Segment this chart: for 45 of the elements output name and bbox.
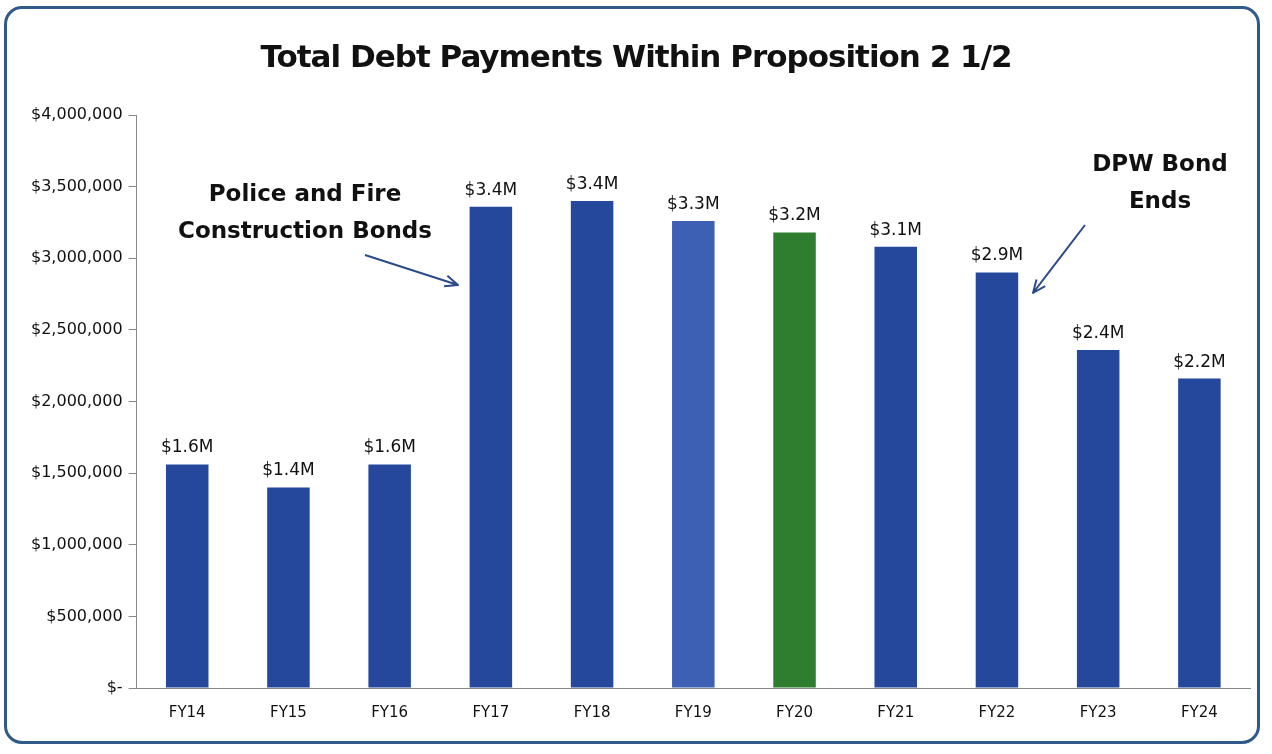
data-label: $1.4M [262, 459, 315, 480]
annotation: DPW Bond Ends [1092, 149, 1228, 213]
y-tick-label: $1,500,000 [31, 462, 123, 482]
data-label: $2.9M [970, 244, 1024, 265]
bar [469, 206, 513, 688]
bar [975, 272, 1019, 688]
x-tick-label: FY16 [371, 702, 409, 721]
y-tick-label: $1,000,000 [31, 533, 123, 553]
y-tick-label: $2,500,000 [31, 319, 123, 339]
data-label: $2.4M [1071, 321, 1125, 342]
x-tick-label: FY14 [168, 702, 206, 721]
x-tick-label: FY22 [978, 702, 1016, 721]
bar [165, 464, 209, 688]
x-tick-label: FY17 [472, 702, 510, 721]
x-tick-label: FY21 [877, 702, 915, 721]
y-tick-label: $2,000,000 [31, 390, 123, 410]
bar [267, 487, 310, 688]
x-tick-label: FY24 [1180, 702, 1218, 721]
bar [368, 464, 411, 688]
y-tick-label: $4,000,000 [31, 104, 123, 124]
data-label: $1.6M [363, 436, 416, 457]
annotation: Police and Fire Construction Bonds [177, 179, 433, 243]
bar [1076, 349, 1120, 688]
data-label: $3.1M [869, 218, 922, 239]
x-tick-label: FY20 [776, 702, 813, 721]
data-label: $1.6M [160, 436, 214, 457]
y-tick-label: $500,000 [46, 605, 123, 625]
bar [874, 246, 917, 688]
y-tick-label: $3,500,000 [31, 175, 123, 195]
data-label: $3.2M [768, 204, 821, 225]
chart-title: Total Debt Payments Within Proposition 2 1/2 [259, 38, 1013, 74]
y-tick-label: $- [106, 677, 123, 697]
data-label: $2.2M [1173, 350, 1226, 371]
x-tick-label: FY19 [674, 702, 712, 721]
data-label: $3.3M [667, 192, 720, 213]
bar [773, 232, 816, 688]
y-tick-label: $3,000,000 [31, 247, 123, 267]
data-label: $3.4M [464, 178, 518, 199]
bar [1178, 378, 1221, 688]
x-tick-label: FY15 [269, 702, 307, 721]
bar [570, 200, 614, 688]
x-tick-label: FY18 [573, 702, 611, 721]
x-tick-label: FY23 [1079, 702, 1117, 721]
data-label: $3.4M [565, 172, 619, 193]
bar [672, 221, 715, 688]
